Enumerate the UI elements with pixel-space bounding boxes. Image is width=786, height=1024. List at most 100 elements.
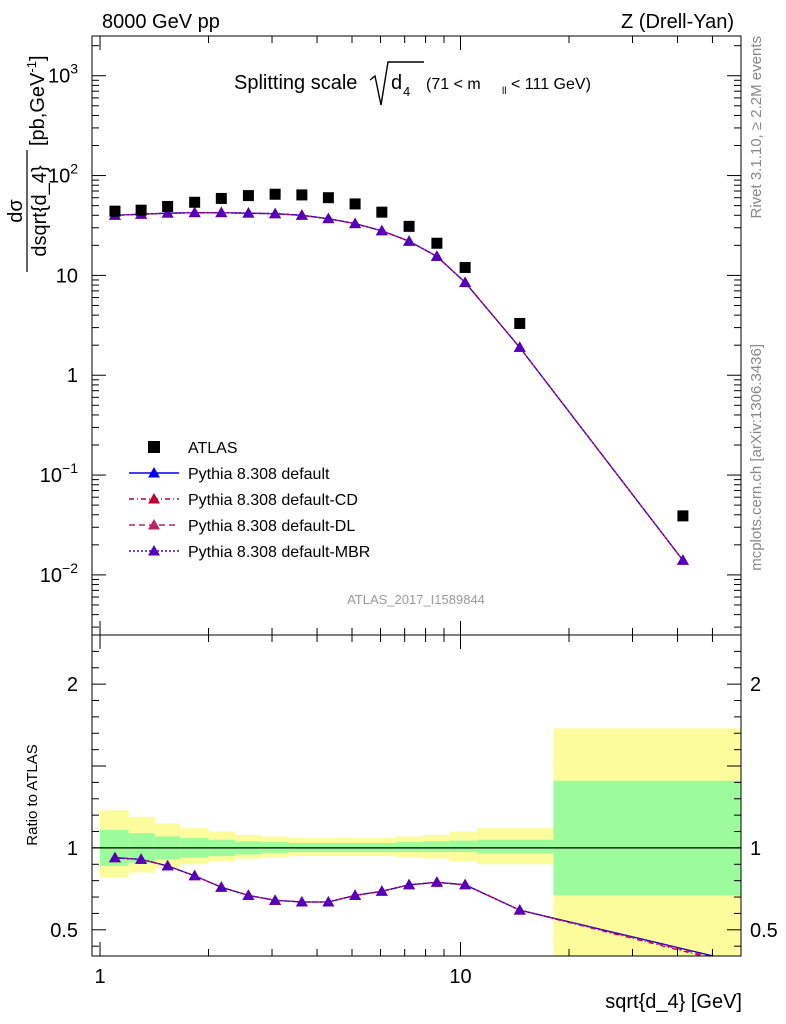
ratio-marker (513, 904, 526, 915)
ylabel-unit-superscript: -1 (24, 61, 39, 73)
main-y-label: dσ dsqrt{d_4} [pb,GeV-1] (5, 55, 51, 272)
mc-marker (375, 224, 388, 236)
mc-marker (242, 207, 255, 218)
legend-entry-default: Pythia 8.308 default (129, 466, 330, 483)
ratio-marker (269, 894, 282, 905)
mc-marker (513, 341, 526, 352)
ratio-marker (215, 881, 228, 892)
title-sqrt-subscript: 4 (403, 84, 410, 99)
rivet-label: Rivet 3.1.10, ≥ 2.2M events (748, 36, 765, 219)
ratio-x-ticks: 1 10 (94, 635, 742, 988)
legend-entry-mbr: Pythia 8.308 default-MBR (129, 544, 370, 561)
main-y-tick-label: 10−1 (40, 460, 78, 487)
ratio-y-tick-label-left: 1 (67, 838, 78, 860)
mc-marker (295, 209, 308, 220)
band-inner (395, 842, 423, 853)
mc-marker (322, 212, 335, 224)
legend-marker-dl (148, 519, 160, 530)
x-tick-label: 1 (94, 966, 105, 988)
atlas-point (514, 317, 526, 329)
atlas-point (322, 192, 334, 204)
atlas-point (109, 205, 121, 217)
mc-marker (403, 235, 416, 246)
mc-line-mbr (114, 212, 684, 561)
ratio-marker (349, 889, 362, 900)
mc-marker (269, 207, 282, 219)
atlas-point (215, 192, 227, 204)
atlas-point (135, 204, 147, 216)
header-right: Z (Drell-Yan) (621, 11, 734, 33)
ratio-marker (242, 889, 255, 900)
ylabel-denominator: dsqrt{d_4} (29, 165, 51, 257)
ratio-marker (430, 876, 443, 887)
legend-entry-atlas: ATLAS (148, 440, 238, 457)
title-sqrt-symbol: d (391, 72, 402, 94)
ratio-y-tick-label-right: 0.5 (750, 920, 778, 942)
legend-marker-mbr (148, 545, 160, 556)
atlas-point (242, 190, 254, 202)
ratio-y-tick-label-right: 2 (750, 674, 761, 696)
ratio-mc-line-mbr (114, 857, 716, 956)
main-y-tick-label: 10−2 (40, 560, 78, 587)
mc-marker (676, 554, 689, 565)
mc-marker (188, 206, 201, 218)
atlas-point (376, 206, 388, 218)
atlas-point (677, 510, 689, 522)
ratio-marker (375, 885, 388, 896)
atlas-point (296, 189, 308, 201)
main-y-tick-label: 103 (48, 61, 78, 88)
ylabel-numerator: dσ (5, 199, 27, 223)
mc-marker (430, 250, 443, 261)
atlas-point (349, 198, 361, 210)
atlas-point (269, 188, 281, 200)
mc-marker (161, 207, 174, 218)
atlas-point (431, 237, 443, 249)
ratio-marker (188, 869, 201, 881)
analysis-watermark: ATLAS_2017_I1589844 (347, 592, 485, 607)
ratio-panel: 2 2 1 1 0.5 0.5 1 10 Ratio to ATLAS sqrt{d_4} … (24, 634, 778, 1013)
legend-label-default: Pythia 8.308 default (188, 466, 330, 483)
ratio-lines (114, 857, 716, 956)
main-data (108, 188, 689, 565)
main-y-tick-label: 1 (67, 365, 78, 387)
main-y-tick-label: 102 (48, 161, 78, 188)
ratio-frame (91, 634, 742, 957)
legend-label-atlas: ATLAS (188, 440, 238, 457)
ylabel-unit-prefix: [pb,GeV (27, 72, 49, 146)
atlas-point (162, 200, 174, 212)
x-tick-label: 10 (449, 966, 471, 988)
ratio-marker (403, 878, 416, 890)
legend-label-dl: Pythia 8.308 default-DL (188, 518, 355, 535)
title-text: Splitting scale (234, 72, 357, 94)
ratio-y-ticks: 2 2 1 1 0.5 0.5 (50, 650, 778, 947)
legend-label-mbr: Pythia 8.308 default-MBR (188, 544, 370, 561)
title-cut-suffix: < 111 GeV) (511, 76, 591, 93)
band-inner (553, 780, 741, 896)
ratio-y-tick-label-left: 0.5 (50, 920, 78, 942)
legend-label-cd: Pythia 8.308 default-CD (188, 492, 358, 509)
ratio-marker (161, 859, 174, 871)
atlas-point (189, 196, 201, 208)
ratio-marker (295, 895, 308, 907)
band-inner (422, 841, 450, 853)
mc-marker (215, 206, 228, 218)
legend-marker-atlas (148, 441, 160, 453)
ylabel-unit-suffix: ] (27, 55, 49, 61)
ratio-y-tick-label-left: 2 (67, 674, 78, 696)
main-x-ticks (99, 36, 742, 635)
mcplots-label: mcplots.cern.ch [arXiv:1306.3436] (748, 344, 765, 571)
band-inner (476, 839, 554, 854)
ratio-marker (108, 851, 121, 863)
title-sqrt-sign (369, 61, 424, 106)
legend-marker-default (148, 467, 160, 478)
atlas-point (459, 261, 471, 273)
ratio-marker (459, 878, 472, 890)
title-cut-subscript: ll (502, 86, 506, 97)
ratio-data (92, 728, 741, 956)
ratio-y-label: Ratio to ATLAS (24, 744, 41, 845)
ylabel-unit: [pb,GeV-1] (24, 55, 49, 146)
legend: ATLAS Pythia 8.308 default Pythia 8.308 de… (129, 440, 370, 561)
